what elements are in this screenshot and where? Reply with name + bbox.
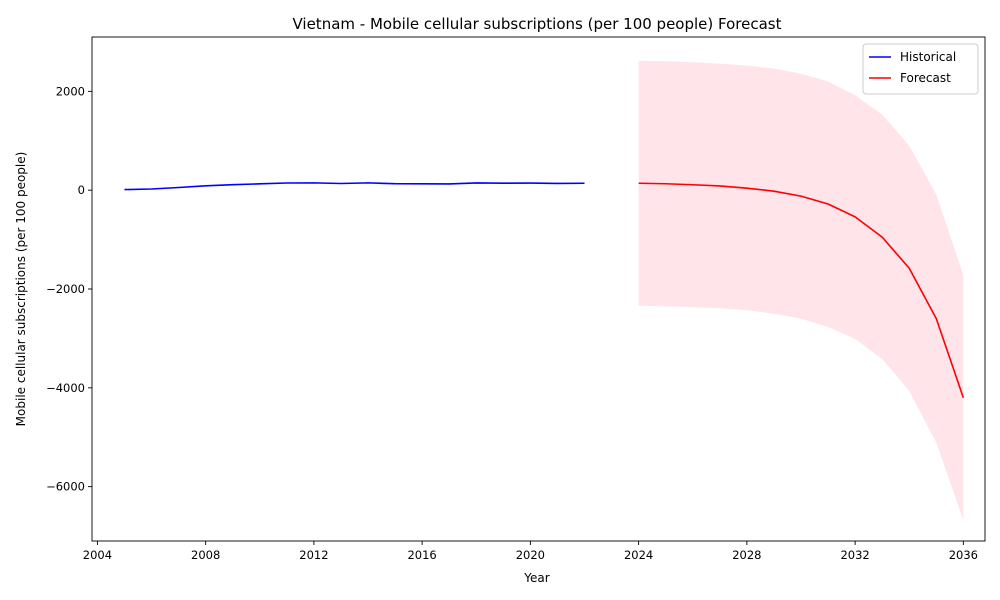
x-tick-label: 2008 [191,548,220,562]
legend-label-forecast: Forecast [900,71,951,85]
legend-label-historical: Historical [900,50,956,64]
y-tick-label: −4000 [46,381,85,395]
x-tick-label: 2024 [624,548,653,562]
series-line-historical [124,182,585,191]
series-line-forecast [638,182,965,398]
x-tick-label: 2036 [949,548,978,562]
y-tick-label: −6000 [46,480,85,494]
x-tick-label: 2012 [299,548,328,562]
chart-title: Vietnam - Mobile cellular subscriptions … [292,15,781,33]
x-tick-label: 2016 [407,548,436,562]
confidence-band [638,60,964,521]
x-tick-label: 2028 [732,548,761,562]
x-tick-label: 2020 [516,548,545,562]
x-axis-label: Year [523,571,549,585]
x-tick-label: 2032 [840,548,869,562]
y-tick-label: −2000 [46,282,85,296]
legend: Historical Forecast [862,43,979,95]
series-lines-layer [124,182,965,398]
y-tick-label: 2000 [56,84,85,98]
axes-layer: 2004 2008 2012 2016 2020 2024 2028 2032 2036 −600… [46,36,986,562]
confidence-band-layer [638,60,964,521]
legend-box [862,43,979,95]
y-axis-label: Mobile cellular subscriptions (per 100 p… [14,152,28,427]
x-tick-label: 2004 [83,548,112,562]
y-tick-label: 0 [78,183,85,197]
